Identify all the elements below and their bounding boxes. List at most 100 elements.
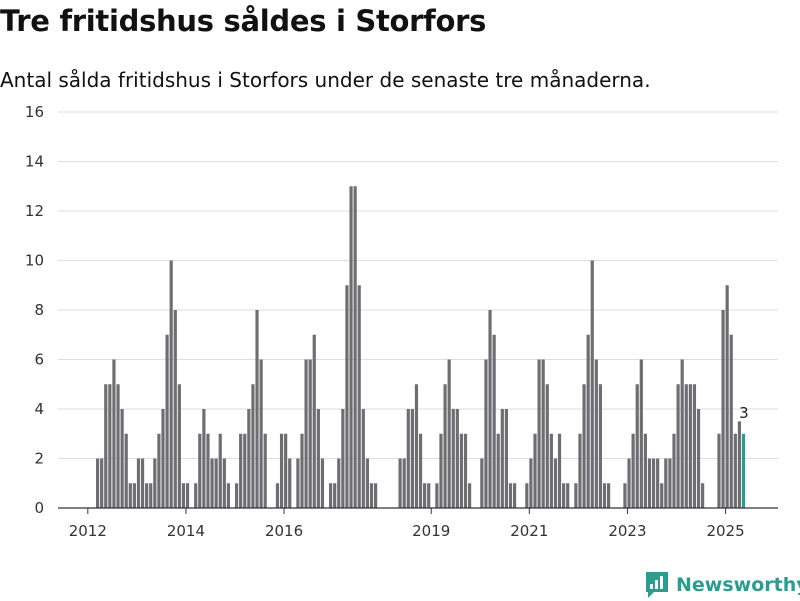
bar <box>594 359 598 508</box>
bar <box>320 458 325 508</box>
bar <box>185 483 190 508</box>
bar <box>607 483 611 508</box>
bar <box>136 458 141 508</box>
bar <box>345 285 349 508</box>
bar <box>545 384 549 508</box>
bar <box>202 409 206 508</box>
bar <box>300 433 304 508</box>
bar <box>406 409 410 508</box>
bar <box>533 433 537 508</box>
y-tick-label: 0 <box>34 499 44 517</box>
bar <box>623 483 627 508</box>
bar <box>701 483 705 508</box>
bar <box>574 483 578 508</box>
bar <box>255 310 259 508</box>
bar <box>308 359 312 508</box>
bar <box>488 310 492 508</box>
bar <box>373 483 378 508</box>
newsworthy-logo-icon <box>646 572 668 598</box>
bar <box>206 433 210 508</box>
x-tick-label: 2016 <box>265 522 303 540</box>
bar <box>316 409 320 508</box>
bar <box>553 458 558 508</box>
bar <box>198 433 202 508</box>
bar <box>124 433 128 508</box>
y-tick-label: 6 <box>34 351 44 369</box>
bar <box>120 409 124 508</box>
bar <box>194 483 198 508</box>
bar <box>349 186 353 508</box>
bar <box>157 433 161 508</box>
bar <box>684 384 688 508</box>
bar <box>108 384 112 508</box>
bar <box>631 433 635 508</box>
bar <box>222 458 226 508</box>
bar <box>132 483 136 508</box>
bar <box>181 483 186 508</box>
bar <box>459 433 464 508</box>
bar <box>312 334 316 508</box>
y-tick-label: 12 <box>25 202 44 220</box>
bar <box>418 433 423 508</box>
bar <box>145 483 149 508</box>
bar <box>96 458 100 508</box>
bar <box>451 409 455 508</box>
bar <box>525 483 529 508</box>
y-axis: 0 2 4 6 8 10 12 14 16 <box>25 103 44 517</box>
y-tick-label: 14 <box>25 153 44 171</box>
bar <box>439 433 443 508</box>
bar <box>468 483 472 508</box>
chart-subtitle: Antal sålda fritidshus i Storfors under … <box>0 68 651 92</box>
bar <box>660 483 664 508</box>
bar <box>218 433 222 508</box>
bar <box>410 409 414 508</box>
bar <box>664 458 668 508</box>
bar <box>496 433 500 508</box>
bar <box>423 483 427 508</box>
bar <box>598 384 603 508</box>
bar <box>353 186 357 508</box>
bar <box>128 483 132 508</box>
bar <box>169 260 173 508</box>
chart-title: Tre fritidshus såldes i Storfors <box>0 4 487 38</box>
bar <box>647 458 652 508</box>
bar <box>582 384 586 508</box>
bar <box>177 384 181 508</box>
bar <box>562 483 566 508</box>
x-tick-label: 2023 <box>608 522 646 540</box>
bar <box>508 483 513 508</box>
bar <box>529 458 533 508</box>
bar <box>414 384 419 508</box>
bar <box>234 483 239 508</box>
bar <box>288 458 292 508</box>
y-tick-label: 8 <box>34 301 44 319</box>
bar <box>284 433 288 508</box>
y-tick-label: 4 <box>34 400 44 418</box>
y-tick-label: 10 <box>25 252 44 270</box>
bar <box>279 433 284 508</box>
x-tick-label: 2012 <box>69 522 107 540</box>
bar <box>296 458 300 508</box>
bar <box>361 409 365 508</box>
bar <box>112 359 116 508</box>
bar <box>480 458 484 508</box>
bar <box>557 433 562 508</box>
bar <box>104 384 108 508</box>
bar <box>635 384 639 508</box>
bar <box>402 458 406 508</box>
bar <box>692 384 697 508</box>
bar <box>304 359 308 508</box>
bar <box>484 359 488 508</box>
bar <box>455 409 459 508</box>
bar <box>226 483 231 508</box>
bar <box>447 359 451 508</box>
bar <box>239 433 243 508</box>
bar <box>643 433 647 508</box>
bar <box>365 458 369 508</box>
bar <box>680 359 684 508</box>
bar <box>541 359 545 508</box>
data-labels: 3 <box>739 404 749 422</box>
bar <box>696 409 701 508</box>
bar <box>100 458 104 508</box>
y-tick-label: 16 <box>25 103 44 121</box>
